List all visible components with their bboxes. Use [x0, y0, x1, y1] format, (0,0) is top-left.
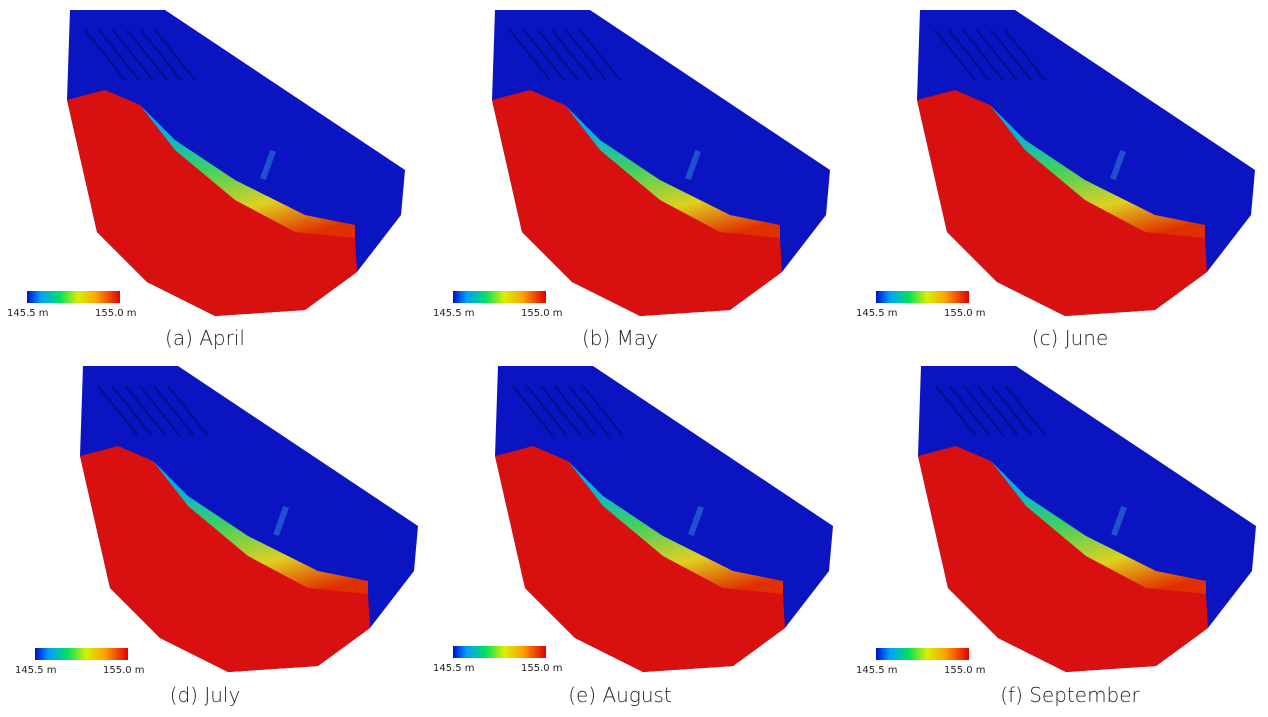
panel-caption: (a) April	[165, 326, 245, 350]
map-panel	[917, 10, 1255, 316]
scale-min-label: 145.5 m	[856, 665, 898, 676]
map-panel	[495, 366, 833, 672]
color-scale	[453, 291, 546, 303]
scale-max-label: 155.0 m	[95, 308, 137, 319]
color-scale	[27, 291, 120, 303]
figure: 145.5 m 155.0 m (a) April 145.5 m 155.0 m (b)…	[0, 0, 1268, 717]
panel-caption: (c) June	[1032, 326, 1109, 350]
map-panel	[80, 366, 418, 672]
color-scale	[35, 648, 128, 660]
map-panel	[67, 10, 405, 316]
scale-min-label: 145.5 m	[856, 308, 898, 319]
panel-caption: (e) August	[568, 683, 672, 707]
panel-caption: (b) May	[582, 326, 658, 350]
color-scale	[876, 648, 969, 660]
scale-max-label: 155.0 m	[944, 665, 986, 676]
scale-min-label: 145.5 m	[7, 308, 49, 319]
scale-max-label: 155.0 m	[521, 308, 563, 319]
scale-min-label: 145.5 m	[433, 308, 475, 319]
panel-caption: (f) September	[1000, 683, 1140, 707]
scale-max-label: 155.0 m	[521, 663, 563, 674]
panel-caption: (d) July	[170, 683, 241, 707]
scale-min-label: 145.5 m	[15, 665, 57, 676]
map-panel	[492, 10, 830, 316]
scale-min-label: 145.5 m	[433, 663, 475, 674]
color-scale	[453, 646, 546, 658]
scale-max-label: 155.0 m	[103, 665, 145, 676]
scale-max-label: 155.0 m	[944, 308, 986, 319]
color-scale	[876, 291, 969, 303]
map-panel	[918, 366, 1256, 672]
